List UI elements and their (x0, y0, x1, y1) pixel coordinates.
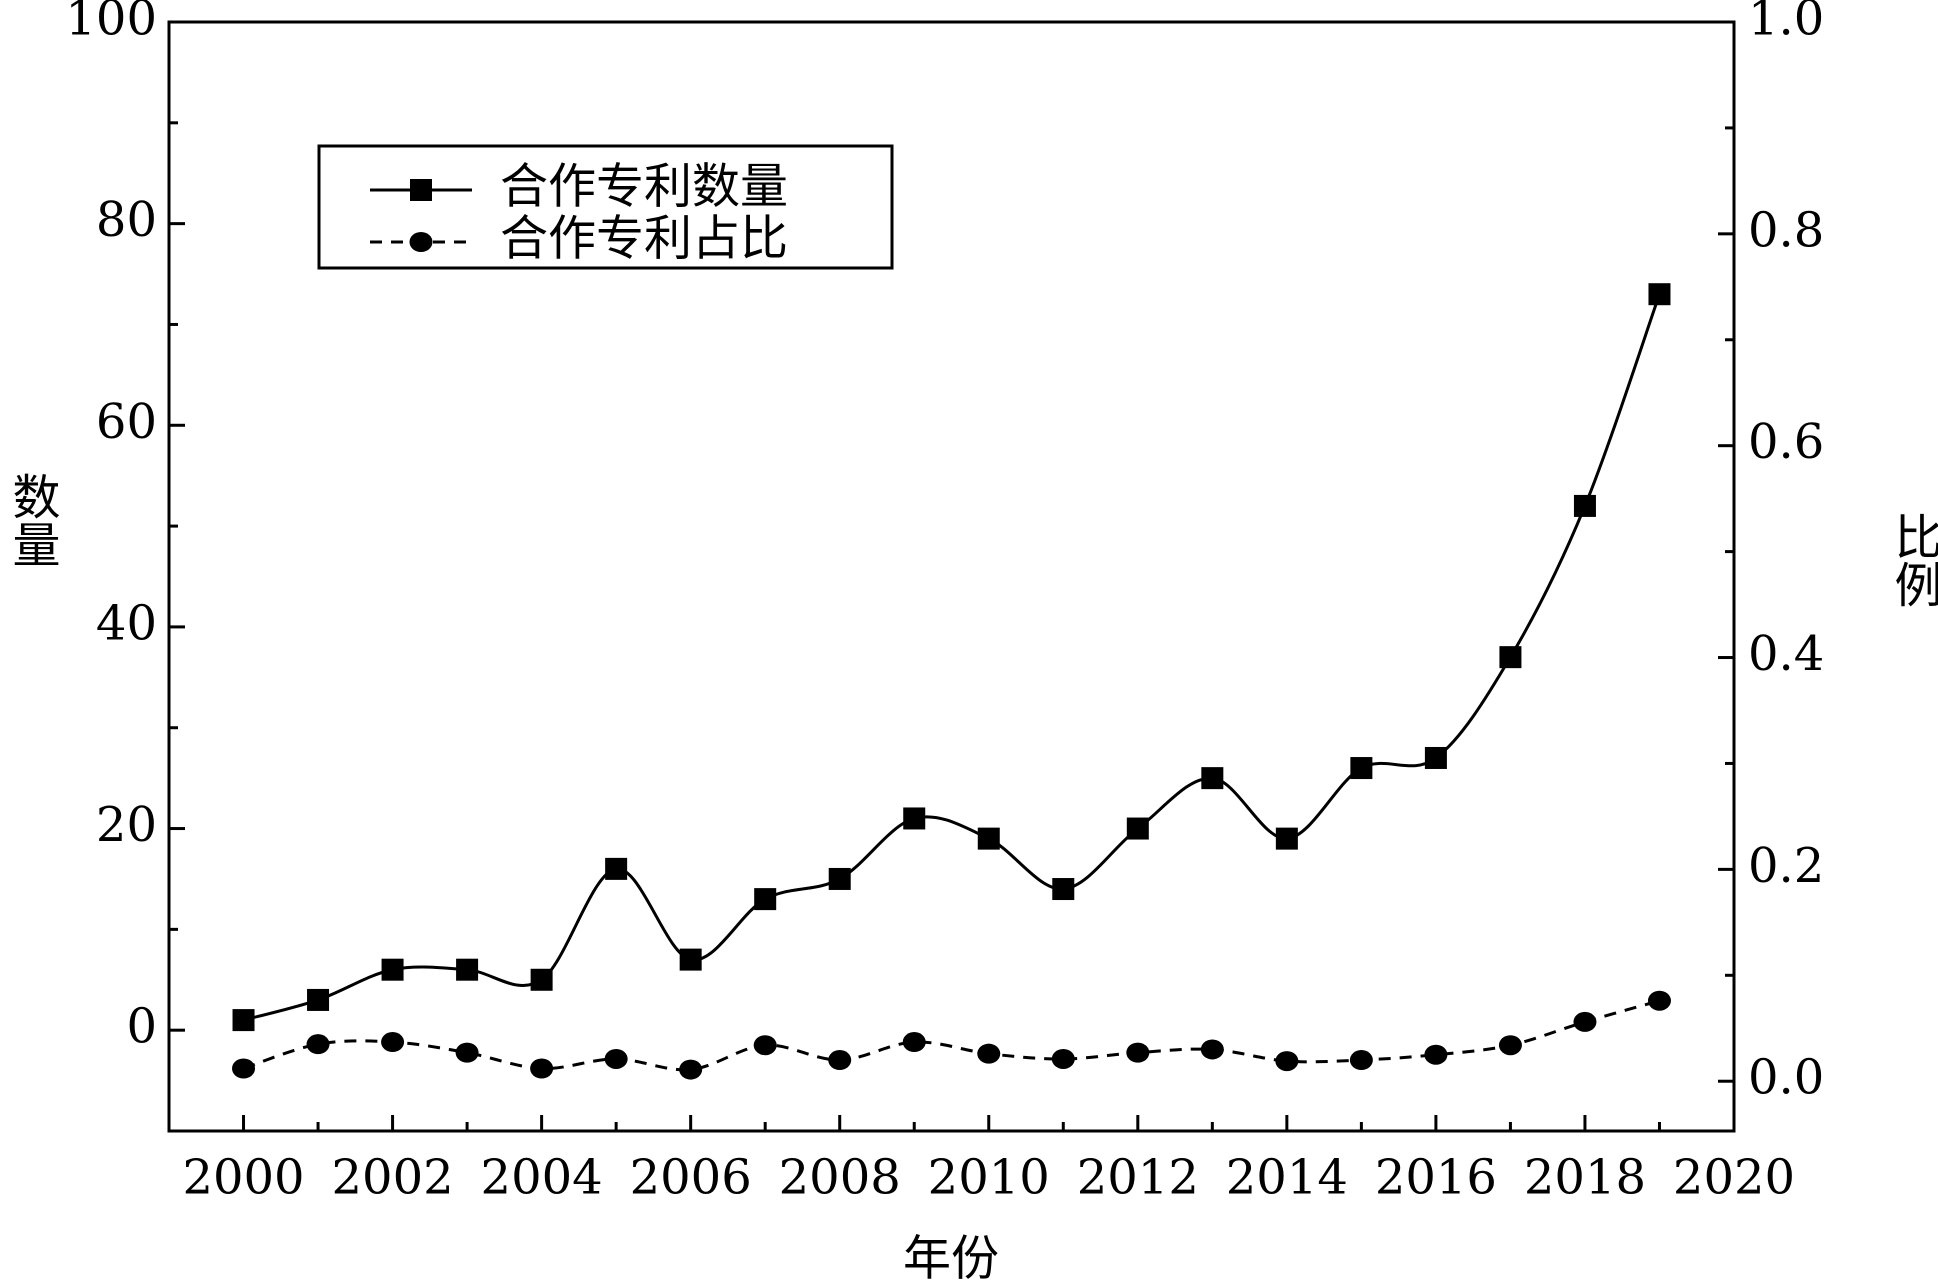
y2-tick-label: 0.8 (1748, 202, 1824, 258)
x-tick-label: 2004 (481, 1150, 603, 1206)
marker (753, 1035, 777, 1056)
marker (232, 1009, 255, 1032)
y2-tick-label: 0.4 (1748, 626, 1824, 682)
marker (605, 857, 628, 880)
marker (232, 1058, 256, 1079)
marker (1126, 1042, 1150, 1063)
marker (1648, 283, 1671, 306)
x-tick-label: 2018 (1524, 1150, 1646, 1206)
y-tick-label: 80 (96, 192, 157, 248)
legend-label: 合作专利数量 (500, 159, 788, 215)
marker (977, 827, 1000, 850)
marker (902, 1032, 926, 1053)
marker (679, 948, 702, 971)
y2-tick-label: 0.6 (1748, 414, 1824, 470)
marker (828, 867, 851, 890)
y2-axis-label: 比例 (1886, 512, 1938, 608)
marker (754, 888, 777, 911)
marker (1349, 1050, 1373, 1071)
legend-marker (410, 179, 432, 201)
plot-frame (167, 20, 1736, 1133)
x-tick-label: 2008 (779, 1150, 901, 1206)
marker (1200, 1039, 1224, 1060)
marker (1573, 494, 1596, 517)
x-tick-label: 2002 (331, 1150, 453, 1206)
marker (679, 1059, 703, 1080)
series-line (243, 999, 1660, 1072)
marker (1499, 646, 1522, 669)
marker (1647, 990, 1671, 1011)
marker (381, 1032, 405, 1053)
marker (1275, 827, 1298, 850)
marker (1424, 1044, 1448, 1065)
marker (903, 807, 926, 830)
marker (1275, 1051, 1299, 1072)
marker (1424, 746, 1447, 769)
x-axis-label: 年份 (903, 1231, 999, 1285)
marker (1201, 767, 1224, 790)
marker (1052, 878, 1075, 901)
x-tick-label: 2010 (928, 1150, 1050, 1206)
marker (828, 1050, 852, 1071)
marker (306, 1034, 330, 1055)
y-axis-label: 数量 (4, 472, 60, 568)
marker (604, 1048, 628, 1069)
y2-tick-label: 0.0 (1748, 1050, 1824, 1106)
marker (381, 958, 404, 981)
y2-tick-label: 0.2 (1748, 838, 1824, 894)
x-tick-label: 2014 (1226, 1150, 1348, 1206)
marker (530, 968, 553, 991)
x-tick-label: 2016 (1375, 1150, 1497, 1206)
y-tick-label: 0 (126, 999, 157, 1055)
marker (1573, 1011, 1597, 1032)
marker (1051, 1048, 1075, 1069)
x-tick-label: 2006 (630, 1150, 752, 1206)
x-tick-label: 2000 (182, 1150, 304, 1206)
y-tick-label: 60 (96, 394, 157, 450)
marker (530, 1058, 554, 1079)
marker (1126, 817, 1149, 840)
marker (456, 958, 479, 981)
marker (307, 988, 330, 1011)
y-tick-label: 20 (96, 797, 157, 853)
legend-label: 合作专利占比 (500, 211, 788, 267)
marker (455, 1042, 479, 1063)
y-tick-label: 100 (65, 0, 157, 47)
x-tick-label: 2012 (1077, 1150, 1199, 1206)
legend-marker (409, 232, 433, 252)
x-tick-label: 2020 (1673, 1150, 1795, 1206)
y-tick-label: 40 (96, 595, 157, 651)
series-line (243, 293, 1661, 1022)
marker (1498, 1035, 1522, 1056)
marker (977, 1043, 1001, 1064)
marker (1350, 757, 1373, 780)
y2-tick-label: 1.0 (1748, 0, 1824, 47)
